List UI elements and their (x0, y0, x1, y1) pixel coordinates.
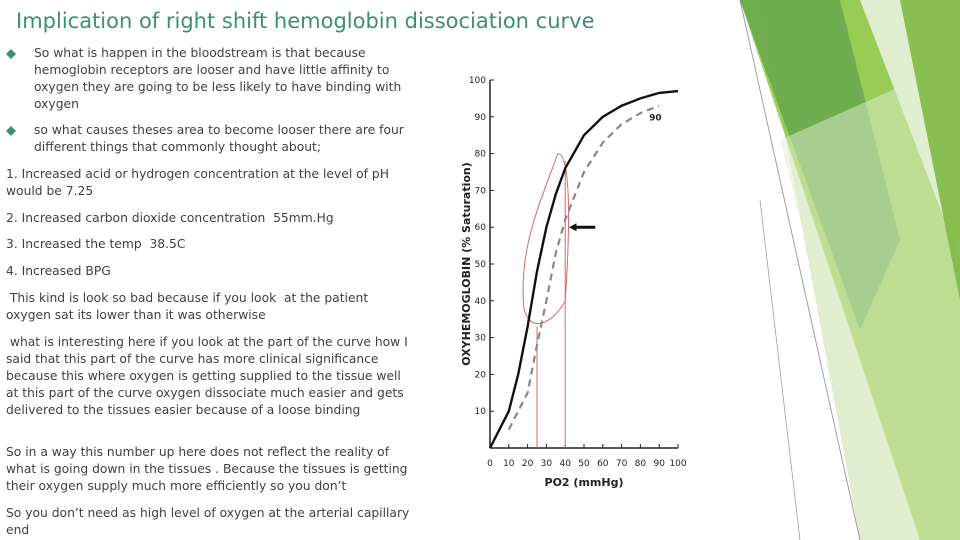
normal-curve (488, 89, 679, 449)
x-tick-label: 80 (635, 459, 647, 469)
body-paragraph: 2. Increased carbon dioxide concentratio… (6, 211, 334, 225)
arrow-head-icon (568, 223, 577, 232)
x-tick-label: 30 (541, 459, 553, 469)
curve-label: 90 (649, 113, 662, 123)
y-tick-label: 80 (475, 150, 487, 160)
y-tick-label: 20 (475, 370, 487, 380)
x-tick-label: 100 (669, 459, 686, 469)
x-tick-label: 10 (503, 459, 515, 469)
body-paragraph: This kind is look so bad because if you … (6, 291, 373, 322)
body-paragraph: So you don’t need as high level of oxyge… (6, 506, 414, 537)
body-paragraph: what is interesting here if you look at … (6, 335, 412, 417)
x-tick-label: 70 (616, 459, 628, 469)
annotation-loop (522, 153, 570, 325)
bullet-text: So what is happen in the bloodstream is … (34, 46, 402, 111)
y-tick-label: 60 (475, 223, 487, 233)
x-tick-label: 0 (487, 459, 493, 469)
y-tick-label: 30 (475, 334, 487, 344)
x-tick-label: 50 (578, 459, 590, 469)
x-tick-label: 60 (597, 459, 609, 469)
x-axis-label: PO2 (mmHg) (545, 476, 624, 489)
x-tick-label: 20 (522, 459, 534, 469)
body-paragraph: So in a way this number up here does not… (6, 445, 412, 493)
y-tick-label: 10 (475, 407, 487, 417)
shifted-curve (507, 104, 660, 431)
body-paragraph: 3. Increased the temp 38.5C (6, 237, 186, 251)
y-tick-label: 70 (475, 186, 487, 196)
x-tick-label: 40 (559, 459, 571, 469)
y-tick-label: 90 (475, 113, 487, 123)
slide-title: Implication of right shift hemoglobin di… (16, 9, 595, 33)
diamond-bullet-icon (6, 49, 16, 59)
bullet-item: So what is happen in the bloodstream is … (6, 45, 416, 115)
diamond-bullet-icon (6, 126, 16, 136)
y-tick-label: 100 (469, 76, 486, 86)
body-paragraph: 4. Increased BPG (6, 264, 111, 278)
bullet-item: so what causes theses area to become loo… (6, 122, 416, 158)
y-tick-label: 50 (475, 260, 487, 270)
body-paragraph: 1. Increased acid or hydrogen concentrat… (6, 167, 393, 198)
x-tick-label: 90 (653, 459, 665, 469)
bullet-text: so what causes theses area to become loo… (34, 123, 404, 154)
y-axis-label: OXYHEMOGLOBIN (% Saturation) (460, 162, 473, 366)
oxyhemoglobin-dissociation-chart: 0 10 20 30 40 50 60 70 80 90 100 10 20 30 40 50 60 70 80 90… (460, 76, 687, 489)
y-tick-label: 40 (475, 297, 487, 307)
